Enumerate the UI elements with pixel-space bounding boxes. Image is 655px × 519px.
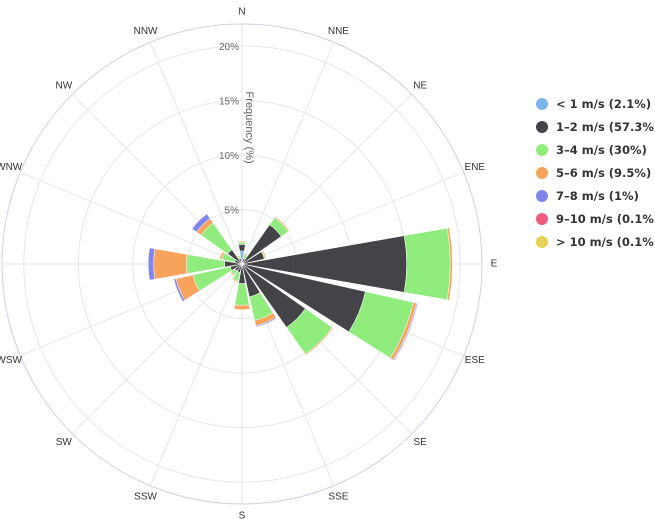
direction-label-nw: NW bbox=[55, 80, 72, 91]
rose-segment-sw[interactable] bbox=[230, 271, 235, 276]
direction-label-ssw: SSW bbox=[134, 491, 157, 502]
radial-tick-label: 5% bbox=[225, 205, 240, 216]
legend-label: 5–6 m/s (9.5%) bbox=[556, 165, 652, 180]
legend-swatch-icon bbox=[536, 120, 548, 133]
legend-item-lt1[interactable]: < 1 m/s (2.1%) bbox=[536, 92, 655, 115]
rose-segment-nw[interactable] bbox=[191, 213, 211, 233]
direction-label-e: E bbox=[491, 259, 498, 270]
legend-swatch-icon bbox=[536, 235, 548, 248]
radial-tick-label: 10% bbox=[219, 151, 239, 162]
legend-label: 3–4 m/s (30%) bbox=[556, 142, 647, 157]
rose-segment-n[interactable] bbox=[238, 244, 246, 252]
rose-segment-ne[interactable] bbox=[274, 216, 290, 232]
rose-segment-ese[interactable] bbox=[393, 302, 419, 362]
rose-segment-ssw[interactable] bbox=[231, 278, 239, 283]
direction-label-n: N bbox=[238, 7, 245, 18]
direction-label-sw: SW bbox=[56, 437, 73, 448]
legend-swatch-icon bbox=[536, 166, 548, 179]
direction-label-se: SE bbox=[414, 437, 428, 448]
rose-segment-e[interactable] bbox=[403, 227, 451, 301]
legend-swatch-icon bbox=[536, 97, 548, 110]
grid-spoke bbox=[241, 42, 335, 265]
direction-label-nne: NNE bbox=[328, 26, 349, 37]
rose-segment-s[interactable] bbox=[233, 304, 251, 311]
radial-axis-title: Frequency (%) bbox=[243, 92, 255, 164]
grid-spoke bbox=[241, 171, 464, 265]
legend-label: 1–2 m/s (57.3%) bbox=[556, 119, 655, 134]
wind-rose-bars bbox=[147, 213, 454, 362]
radial-tick-label: 20% bbox=[219, 42, 239, 53]
grid-spoke bbox=[149, 263, 243, 486]
legend: < 1 m/s (2.1%) 1–2 m/s (57.3%) 3–4 m/s (… bbox=[536, 92, 655, 253]
rose-segment-w[interactable] bbox=[147, 247, 156, 281]
rose-segment-se[interactable] bbox=[305, 327, 334, 356]
direction-label-ene: ENE bbox=[465, 162, 486, 173]
legend-label: < 1 m/s (2.1%) bbox=[556, 96, 652, 111]
legend-swatch-icon bbox=[536, 212, 548, 225]
rose-segment-e[interactable] bbox=[449, 227, 454, 301]
legend-item-9-10[interactable]: 9–10 m/s (0.1%) bbox=[536, 207, 655, 230]
direction-label-ese: ESE bbox=[465, 355, 485, 366]
legend-item-gt10[interactable]: > 10 m/s (0.1%) bbox=[536, 230, 655, 253]
grid-spoke bbox=[20, 171, 243, 265]
legend-label: 9–10 m/s (0.1%) bbox=[556, 211, 655, 226]
rose-segment-n[interactable] bbox=[237, 240, 247, 243]
rose-segment-ene[interactable] bbox=[261, 250, 267, 260]
direction-label-wsw: WSW bbox=[0, 355, 23, 366]
legend-item-7-8[interactable]: 7–8 m/s (1%) bbox=[536, 184, 655, 207]
grid-spoke bbox=[149, 42, 243, 265]
legend-item-3-4[interactable]: 3–4 m/s (30%) bbox=[536, 138, 655, 161]
rose-segment-w[interactable] bbox=[153, 248, 188, 280]
direction-label-ne: NE bbox=[413, 80, 427, 91]
rose-segment-nne[interactable] bbox=[243, 253, 249, 257]
rose-segment-nnw[interactable] bbox=[236, 255, 241, 258]
legend-item-5-6[interactable]: 5–6 m/s (9.5%) bbox=[536, 161, 655, 184]
legend-label: 7–8 m/s (1%) bbox=[556, 188, 639, 203]
rose-segment-wnw[interactable] bbox=[219, 251, 225, 260]
axis-labels: NNNENEENEEESESESSESSSWSWWSWWWNWNWNNW5%10… bbox=[0, 7, 498, 519]
legend-item-1-2[interactable]: 1–2 m/s (57.3%) bbox=[536, 115, 655, 138]
legend-swatch-icon bbox=[536, 189, 548, 202]
rose-segment-sse[interactable] bbox=[255, 317, 277, 328]
legend-swatch-icon bbox=[536, 143, 548, 156]
grid-spoke bbox=[71, 263, 243, 435]
rose-segment-wsw[interactable] bbox=[172, 279, 183, 303]
direction-label-nnw: NNW bbox=[134, 26, 158, 37]
direction-label-s: S bbox=[239, 511, 246, 519]
direction-label-wnw: WNW bbox=[0, 162, 23, 173]
direction-label-sse: SSE bbox=[328, 491, 348, 502]
legend-label: > 10 m/s (0.1%) bbox=[556, 234, 655, 249]
radial-tick-label: 15% bbox=[219, 96, 239, 107]
